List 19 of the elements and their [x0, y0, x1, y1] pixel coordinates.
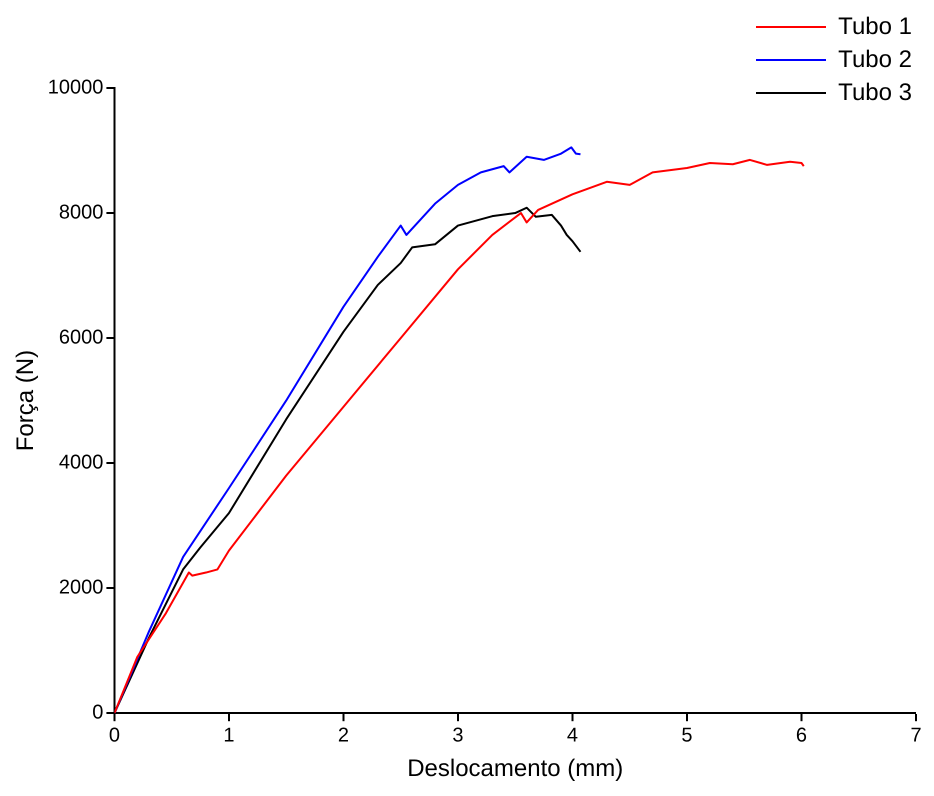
- legend-label: Tubo 1: [838, 12, 912, 40]
- y-axis-title: Força (N): [12, 350, 40, 452]
- x-tick-label: 3: [452, 724, 464, 747]
- x-tick-label: 5: [681, 724, 693, 747]
- y-tick-label: 6000: [58, 326, 104, 349]
- y-tick-label: 10000: [48, 76, 104, 99]
- x-tick-label: 1: [223, 724, 234, 747]
- x-tick-label: 0: [108, 724, 120, 747]
- y-tick-label: 4000: [58, 452, 104, 474]
- legend-label: Tubo 3: [838, 78, 912, 106]
- x-tick-label: 6: [796, 724, 808, 747]
- x-axis-title: Deslocamento (mm): [407, 755, 624, 782]
- y-tick-label: 2000: [58, 576, 104, 599]
- y-tick-label: 8000: [58, 202, 104, 224]
- legend-label: Tubo 2: [838, 46, 912, 74]
- x-tick-label: 2: [338, 724, 349, 747]
- x-tick-label: 7: [910, 724, 922, 747]
- y-tick-label: 0: [92, 702, 104, 724]
- x-tick-label: 4: [566, 724, 578, 747]
